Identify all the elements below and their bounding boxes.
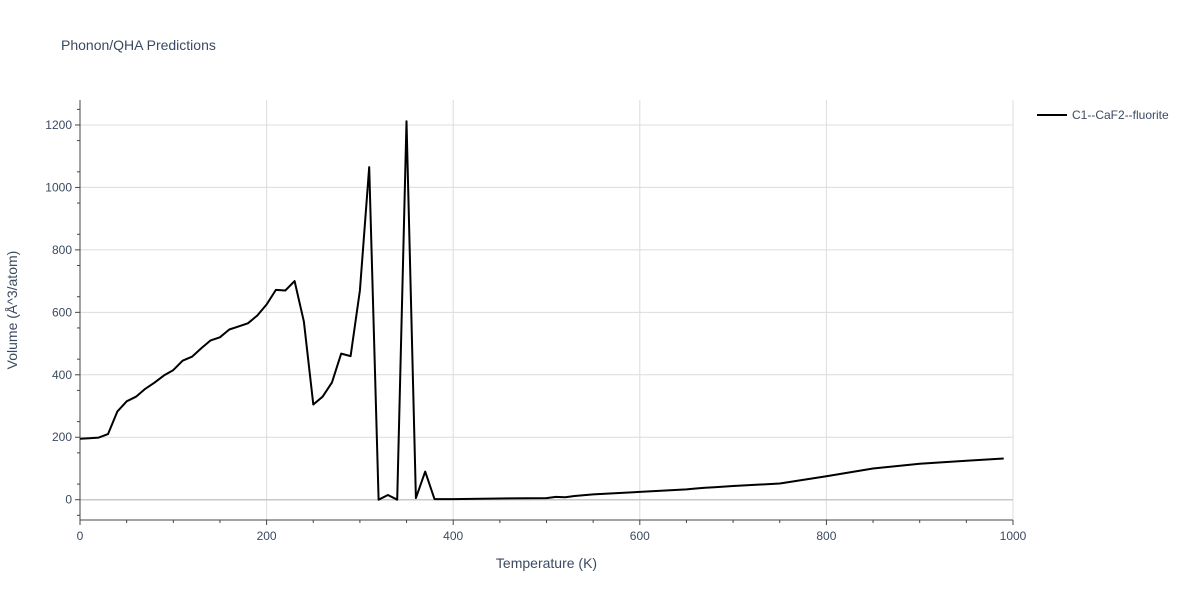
x-tick-label: 1000 <box>1000 529 1027 543</box>
x-tick-label: 0 <box>77 529 84 543</box>
x-tick-label: 200 <box>257 529 277 543</box>
legend-item-label: C1--CaF2--fluorite <box>1072 108 1169 122</box>
y-tick-label: 200 <box>52 430 72 444</box>
x-tick-label: 400 <box>443 529 463 543</box>
x-tick-label: 600 <box>630 529 650 543</box>
y-tick-label: 1000 <box>45 180 72 194</box>
x-tick-label: 800 <box>816 529 836 543</box>
tick-labels: 0 200 400 600 800 1000 0 200 400 600 800 1000 1200 <box>45 118 1026 543</box>
chart-title: Phonon/QHA Predictions <box>61 37 216 53</box>
y-tick-label: 800 <box>52 243 72 257</box>
legend[interactable]: C1--CaF2--fluorite <box>1037 108 1169 122</box>
axes <box>75 100 1014 525</box>
y-tick-label: 0 <box>65 493 72 507</box>
y-axis-label: Volume (Å^3/atom) <box>4 251 20 370</box>
series-line <box>79 120 1004 501</box>
y-tick-label: 600 <box>52 305 72 319</box>
plot-area <box>79 120 1004 501</box>
y-tick-label: 1200 <box>45 118 72 132</box>
x-axis-label: Temperature (K) <box>496 555 597 571</box>
y-tick-label: 400 <box>52 368 72 382</box>
grid <box>80 100 1014 520</box>
